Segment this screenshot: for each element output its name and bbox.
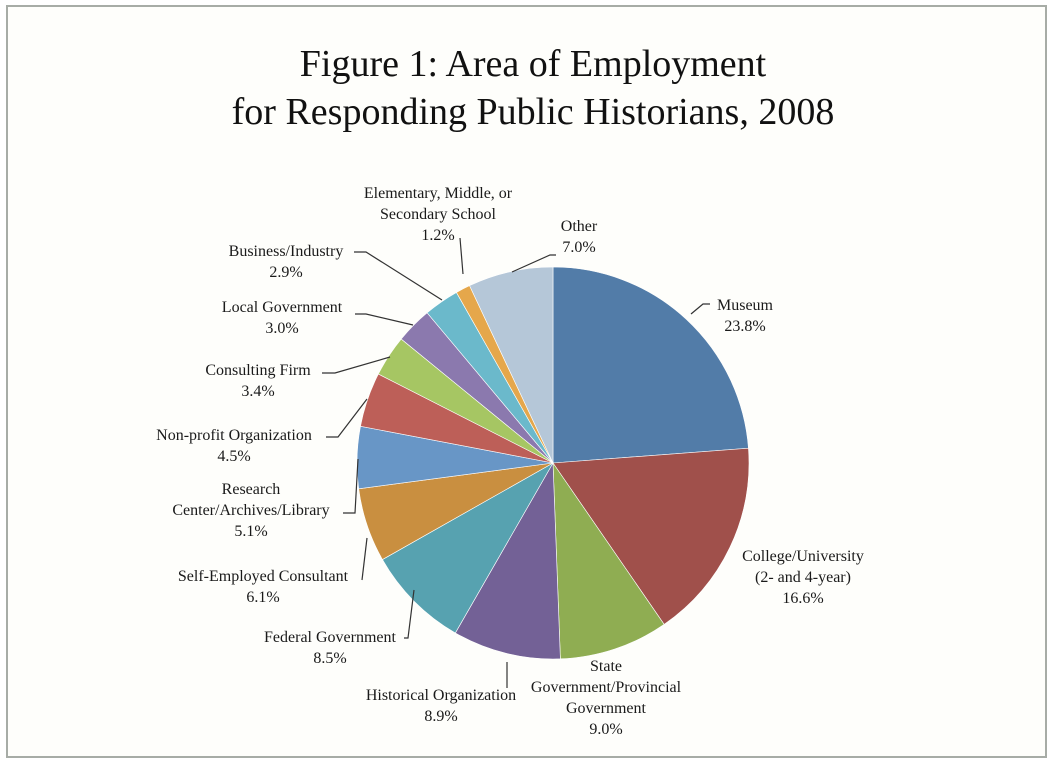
label-local: Local Government	[222, 299, 343, 316]
pie-slice-historical-organization	[454, 461, 561, 660]
label-other-pct: 7.0%	[562, 239, 595, 256]
label-school-pct: 1.2%	[421, 227, 454, 244]
label-selfemployed: Self-Employed Consultant	[178, 568, 349, 585]
leader-other	[511, 254, 556, 273]
label-museum-pct: 23.8%	[724, 318, 765, 335]
leader-school	[459, 237, 464, 275]
label-other: Other	[561, 218, 598, 235]
label-college: College/University	[742, 548, 864, 565]
chart-title-line-2: for Responding Public Historians, 2008	[231, 91, 835, 133]
label-state: State	[590, 658, 622, 675]
chart-title: Figure 1: Area of Employment for Respond…	[0, 40, 1056, 136]
leader-museum	[690, 303, 710, 315]
label-federal: Federal Government	[264, 629, 397, 646]
leader-nonprofit	[326, 398, 368, 438]
leader-consulting	[322, 356, 391, 374]
label-nonprofit-pct: 4.5%	[217, 448, 250, 465]
label-federal-pct: 8.5%	[313, 650, 346, 667]
data-labels: Museum 23.8% College/University (2- and …	[156, 185, 864, 738]
label-museum: Museum	[717, 297, 774, 314]
label-local-pct: 3.0%	[265, 320, 298, 337]
pie-slice-college-university-2-and-4-year	[552, 447, 750, 625]
label-business: Business/Industry	[229, 243, 344, 260]
chart-title-line-1: Figure 1: Area of Employment	[299, 43, 767, 85]
pie-slice-other	[469, 266, 554, 464]
label-business-pct: 2.9%	[269, 264, 302, 281]
label-consulting: Consulting Firm	[205, 362, 311, 379]
leader-lines	[322, 237, 710, 688]
pie-slice-federal-government	[382, 462, 554, 634]
label-school-line2: Secondary School	[380, 206, 497, 223]
leader-selfemployed	[361, 537, 368, 581]
label-school: Elementary, Middle, or	[364, 185, 513, 202]
leader-research	[343, 458, 359, 514]
label-consulting-pct: 3.4%	[241, 383, 274, 400]
label-research-line2: Center/Archives/Library	[172, 502, 329, 519]
label-historical-pct: 8.9%	[424, 708, 457, 725]
label-research-pct: 5.1%	[234, 523, 267, 540]
pie-slice-museum	[552, 266, 749, 464]
label-college-pct: 16.6%	[782, 590, 823, 607]
pie-slice-state-government-provincial-government	[552, 461, 665, 660]
label-state-line3: Government	[566, 700, 647, 717]
label-historical: Historical Organization	[366, 687, 516, 704]
leader-local	[355, 313, 414, 326]
pie-slices	[356, 266, 750, 660]
leader-federal	[404, 589, 415, 639]
label-nonprofit: Non-profit Organization	[156, 427, 312, 444]
label-college-line2: (2- and 4-year)	[755, 569, 851, 586]
label-state-line2: Government/Provincial	[531, 679, 682, 696]
label-selfemployed-pct: 6.1%	[246, 589, 279, 606]
label-research: Research	[222, 481, 281, 498]
leader-business	[354, 251, 443, 301]
label-state-pct: 9.0%	[589, 721, 622, 738]
